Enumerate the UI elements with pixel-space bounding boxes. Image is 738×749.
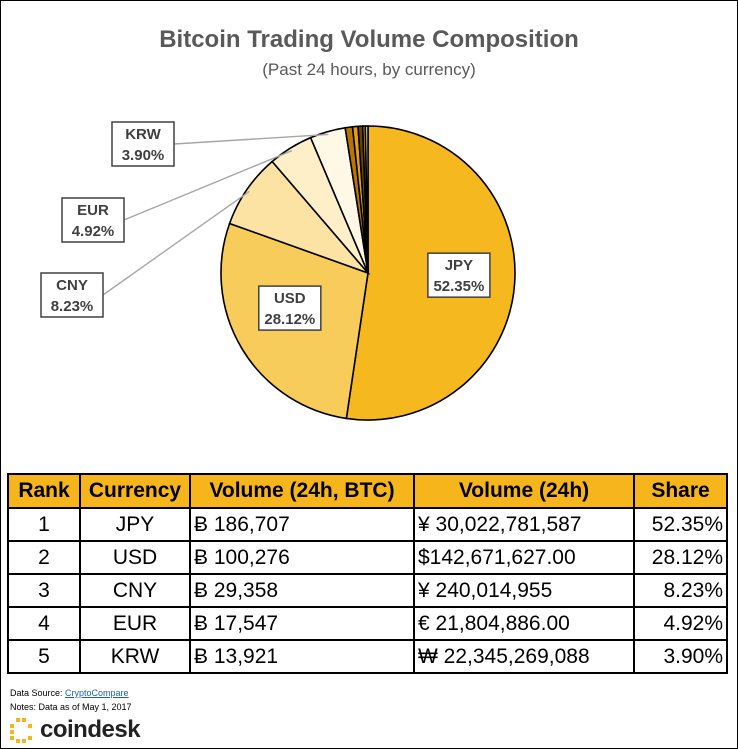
col-header-volume-btc: Volume (24h, BTC): [189, 473, 415, 509]
cell-volume-btc: Ƀ 100,276: [189, 540, 415, 575]
pie-label-jpy: JPY 52.35%: [427, 252, 491, 298]
chart-title: Bitcoin Trading Volume Composition: [159, 26, 579, 53]
cell-currency: KRW: [79, 639, 191, 674]
cell-volume-btc: Ƀ 17,547: [189, 606, 415, 641]
cell-rank: 3: [7, 573, 81, 608]
pie-label-krw: KRW 3.90%: [111, 121, 175, 167]
cell-currency: JPY: [79, 507, 191, 542]
table-row: 2 USD Ƀ 100,276 $142,671,627.00 28.12%: [7, 540, 728, 575]
cell-share: 8.23%: [633, 573, 728, 608]
col-header-volume: Volume (24h): [413, 473, 635, 509]
slice-label-pct: 8.23%: [51, 298, 94, 315]
leader-line-cny: [102, 190, 250, 296]
cell-volume-btc: Ƀ 186,707: [189, 507, 415, 542]
cell-currency: USD: [79, 540, 191, 575]
cell-rank: 5: [7, 639, 81, 674]
cell-rank: 1: [7, 507, 81, 542]
coindesk-logo-icon: [10, 718, 32, 743]
cell-share: 28.12%: [633, 540, 728, 575]
slice-label-pct: 3.90%: [122, 147, 165, 164]
cell-share: 4.92%: [633, 606, 728, 641]
cell-share: 3.90%: [633, 639, 728, 674]
cell-volume-btc: Ƀ 13,921: [189, 639, 415, 674]
cell-volume: € 21,804,886.00: [413, 606, 635, 641]
pie-chart: JPY 52.35% USD 28.12% CNY 8.23% EUR 4.92% KRW 3.9…: [40, 121, 516, 421]
slice-label-name: EUR: [77, 202, 109, 219]
col-header-rank: Rank: [7, 473, 81, 509]
slice-label-name: KRW: [125, 126, 161, 143]
slice-label-name: CNY: [56, 277, 88, 294]
cell-rank: 4: [7, 606, 81, 641]
cell-volume: ¥ 30,022,781,587: [413, 507, 635, 542]
col-header-currency: Currency: [79, 473, 191, 509]
table-row: 1 JPY Ƀ 186,707 ¥ 30,022,781,587 52.35%: [7, 507, 728, 542]
slice-label-pct: 52.35%: [433, 278, 484, 295]
coindesk-wordmark: coindesk: [40, 716, 141, 743]
slice-label-pct: 28.12%: [264, 311, 315, 328]
cell-rank: 2: [7, 540, 81, 575]
pie-label-eur: EUR 4.92%: [61, 197, 125, 243]
table-row: 4 EUR Ƀ 17,547 € 21,804,886.00 4.92%: [7, 606, 728, 641]
cell-volume: ¥ 240,014,955: [413, 573, 635, 608]
slice-label-name: JPY: [445, 257, 473, 274]
notes: Notes: Data as of May 1, 2017: [10, 702, 132, 712]
slice-label-pct: 4.92%: [72, 223, 115, 240]
chart-subtitle: (Past 24 hours, by currency): [262, 60, 476, 79]
coindesk-logo: coindesk: [10, 716, 141, 744]
cell-currency: EUR: [79, 606, 191, 641]
table-row: 3 CNY Ƀ 29,358 ¥ 240,014,955 8.23%: [7, 573, 728, 608]
cell-volume: ₩ 22,345,269,088: [413, 639, 635, 674]
volume-table: Rank Currency Volume (24h, BTC) Volume (…: [7, 473, 728, 674]
data-source-label: Data Source:: [10, 688, 66, 698]
pie-slice-other-9: [364, 125, 369, 274]
slice-label-name: USD: [274, 290, 306, 307]
leader-line-krw: [173, 133, 329, 145]
table-header-row: Rank Currency Volume (24h, BTC) Volume (…: [7, 473, 728, 509]
data-source-link[interactable]: CryptoCompare: [65, 688, 129, 698]
cell-currency: CNY: [79, 573, 191, 608]
leader-line-eur: [123, 149, 293, 221]
cell-volume-btc: Ƀ 29,358: [189, 573, 415, 608]
table-row: 5 KRW Ƀ 13,921 ₩ 22,345,269,088 3.90%: [7, 639, 728, 674]
pie-label-cny: CNY 8.23%: [40, 272, 104, 318]
col-header-share: Share: [633, 473, 728, 509]
cell-volume: $142,671,627.00: [413, 540, 635, 575]
cell-share: 52.35%: [633, 507, 728, 542]
pie-label-usd: USD 28.12%: [258, 285, 322, 331]
data-source: Data Source: CryptoCompare: [10, 688, 129, 698]
